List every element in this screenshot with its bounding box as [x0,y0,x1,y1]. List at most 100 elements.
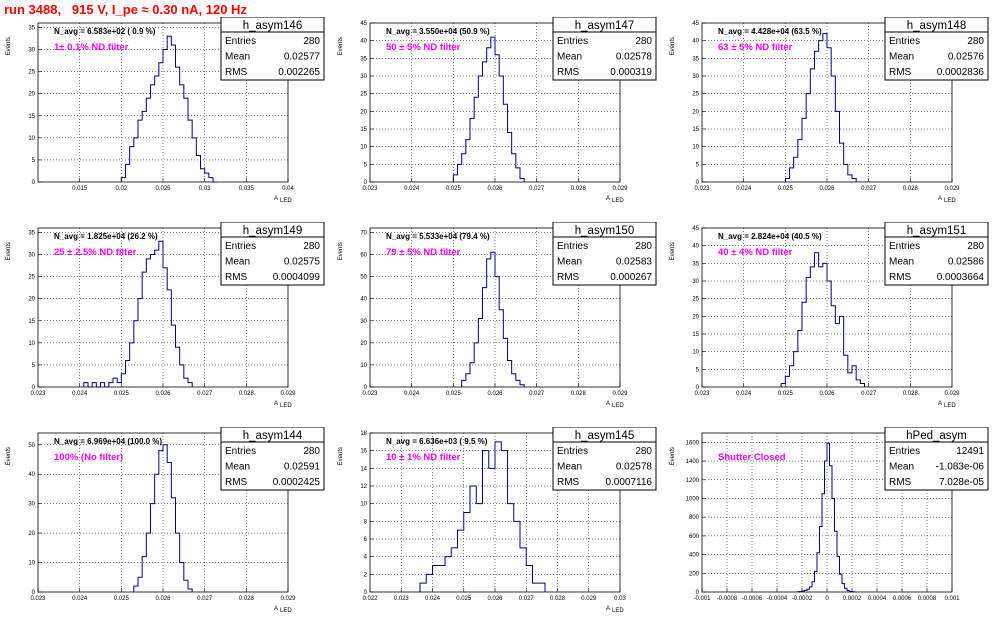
stat-label-mean: Mean [557,52,582,63]
y-axis-label: Events [338,447,344,465]
stat-value-rms: 0.0003664 [937,272,985,283]
x-tick-label: -0.0008 [717,596,738,602]
grid [702,23,952,182]
filter-annotation: 100% (No filter) [54,452,123,463]
histogram-line [461,251,525,387]
y-tick-label: 30 [692,74,699,80]
x-tick-label: 0.028 [903,186,919,192]
histogram-line [452,36,525,182]
y-tick-label: 30 [692,279,699,285]
x-axis-label: A [606,606,610,612]
x-tick-label: 0.024 [404,186,420,192]
histogram-name: h_asym151 [907,225,966,237]
x-tick-label: 0.026 [819,391,835,397]
y-axis-label: Events [338,37,344,55]
y-tick-label: 5 [364,162,368,168]
y-tick-label: 15 [692,127,699,133]
y-tick-label: 16 [360,449,367,455]
stat-label-rms: RMS [557,67,580,78]
stat-value-mean: 0.02586 [948,257,985,268]
stat-label-mean: Mean [557,462,582,473]
y-tick-label: 30 [360,74,367,80]
x-tick-label: 0.028 [550,596,566,602]
stat-value-mean: 0.02577 [284,52,321,63]
histogram-panel: 0.023 0.024 0.025 0.026 0.027 0.028 0.029 0 5 10 1… [664,222,994,429]
histogram-line [780,252,865,387]
stat-value-rms: 0.000267 [610,272,652,283]
y-axis-label: Events [670,242,676,260]
stat-label-entries: Entries [889,36,920,47]
stat-value-entries: 280 [967,241,984,252]
x-tick-label: 0.029 [944,391,960,397]
run-title: run 3488, 915 V, I_pe ≈ 0.30 nA, 120 Hz [4,2,247,17]
stat-value-rms: 0.000319 [610,67,652,78]
filter-annotation: 10 ± 1% ND filter [386,452,461,463]
y-tick-label: 0 [32,180,36,186]
x-tick-label: 0.025 [446,391,462,397]
x-tick-label: 0.026 [155,391,171,397]
y-tick-label: 800 [689,515,700,521]
x-tick-label: 0.0006 [893,596,912,602]
y-tick-label: 20 [360,341,367,347]
x-tick-label: 0.023 [694,186,710,192]
histogram-svg: 0.022 0.023 0.024 0.025 0.026 0.027 0.028 0.029… [338,427,657,614]
y-tick-label: 20 [28,92,35,98]
y-tick-label: 10 [28,561,35,567]
navg-annotation: N_avg = 6.583e+02 ( 0.9 %) [54,27,156,36]
histogram-name: h_asym149 [243,225,302,237]
stat-label-entries: Entries [225,241,256,252]
x-tick-label: -0.0006 [742,596,763,602]
navg-annotation: N_avg = 3.550e+04 (50.9 %) [386,27,490,36]
stat-label-entries: Entries [557,36,588,47]
stat-value-mean: 0.02591 [284,462,321,473]
x-tick-label: 0.027 [529,186,545,192]
x-tick-label: 0.025 [446,186,462,192]
y-tick-label: 20 [360,109,367,115]
x-axis-label-subscript: LED [280,403,292,409]
y-tick-label: 40 [360,39,367,45]
histogram-svg: 0.023 0.024 0.025 0.026 0.027 0.028 0.029 0 5 10 1… [670,17,989,204]
y-axis-label: Events [338,242,344,260]
x-axis-label: A [274,196,278,202]
filter-annotation: 25 ± 2.5% ND filter [54,247,137,258]
y-tick-label: 2 [364,572,368,578]
stat-value-rms: 0.0002836 [937,67,985,78]
stat-value-entries: 280 [967,36,984,47]
stats-box: h_asym144 Entries 280 Mean 0.02591 RMS 0.00024… [220,427,325,491]
x-axis-label: A [274,401,278,407]
x-tick-label: 0.035 [239,186,255,192]
stats-box: h_asym145 Entries 280 Mean 0.02578 RMS 0.00071… [552,427,657,491]
x-tick-label: 0.028 [571,186,587,192]
x-axis-label: A [938,401,942,407]
histogram-line [83,240,193,388]
stat-value-mean: 0.02583 [616,257,653,268]
y-tick-label: 10 [28,341,35,347]
stats-box: h_asym148 Entries 280 Mean 0.02576 RMS 0.00028… [884,17,989,81]
y-tick-label: 20 [692,314,699,320]
histogram-line [419,441,546,592]
y-tick-label: 15 [692,332,699,338]
y-tick-label: 0 [32,590,36,596]
histogram-svg: -0.001 -0.0008 -0.0006 -0.0004 -0.0002 0 0.000… [670,427,989,602]
x-axis-label: A [606,196,610,202]
stat-label-entries: Entries [225,446,256,457]
y-tick-label: 1600 [686,440,700,446]
stat-label-mean: Mean [225,52,250,63]
stat-value-rms: 0.002265 [278,67,320,78]
stats-box: h_asym149 Entries 280 Mean 0.02575 RMS 0.00040… [220,222,325,286]
x-tick-label: 0.026 [819,186,835,192]
y-tick-label: 400 [689,553,700,559]
y-tick-label: 30 [28,48,35,54]
x-tick-label: 0.03 [199,186,211,192]
histogram-panel: 0.022 0.023 0.024 0.025 0.026 0.027 0.028 0.029… [332,427,662,634]
y-tick-label: 50 [360,275,367,281]
y-tick-label: 8 [364,519,368,525]
x-tick-label: 0.024 [404,391,420,397]
x-tick-label: 0.024 [736,391,752,397]
stat-label-mean: Mean [557,257,582,268]
stat-label-rms: RMS [225,67,248,78]
x-axis-label: A [274,606,278,612]
y-tick-label: 45 [360,21,367,27]
x-tick-label: 0.028 [571,391,587,397]
x-axis-label-subscript: LED [612,403,624,409]
